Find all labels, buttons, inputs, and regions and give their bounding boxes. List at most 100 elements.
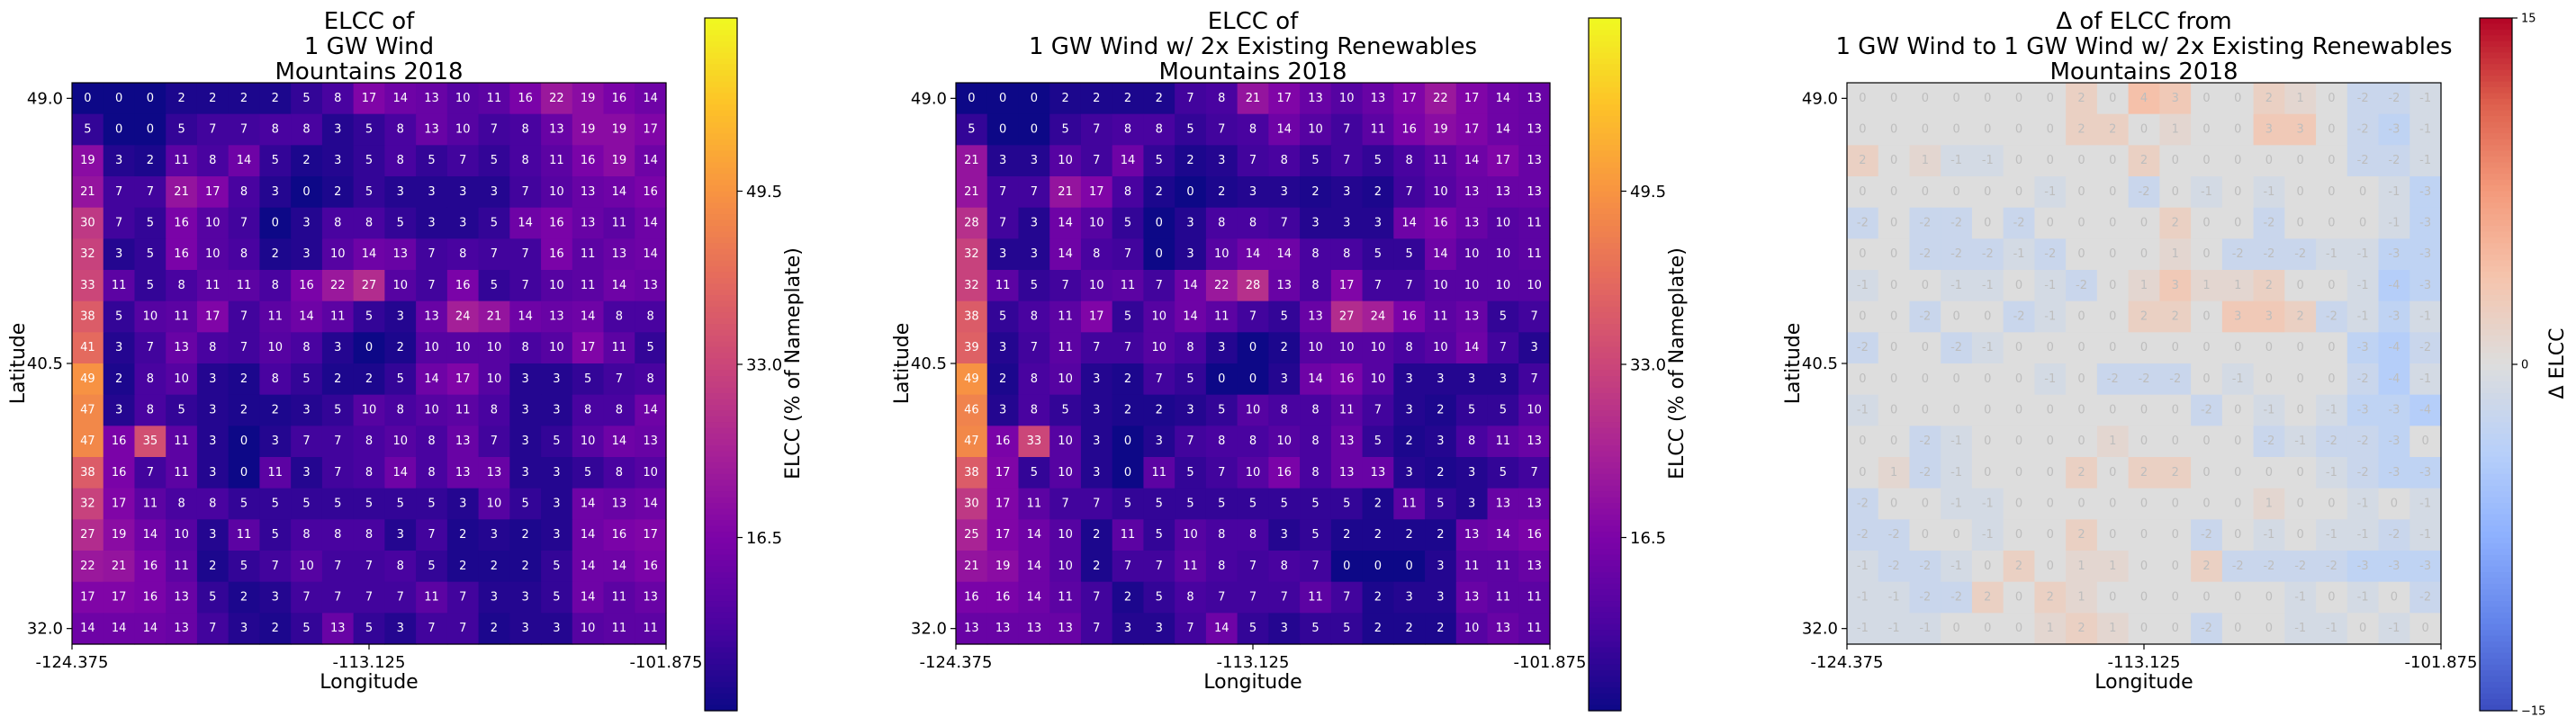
heatmap-cell <box>603 332 635 364</box>
cell-value-label: -2 <box>2419 591 2431 605</box>
colorbar-segment <box>705 532 737 539</box>
colorbar-segment <box>1589 451 1621 458</box>
heatmap-cell <box>2378 270 2410 302</box>
heatmap-cell <box>2253 113 2285 146</box>
cell-value-label: -1 <box>2388 217 2400 230</box>
colorbar-segment <box>705 121 737 129</box>
colorbar-segment <box>1589 300 1621 308</box>
cell-value-label: 19 <box>612 154 627 167</box>
colorbar-segment <box>705 623 737 631</box>
cell-value-label: 2 <box>1124 591 1131 605</box>
heatmap-cell <box>956 83 988 115</box>
cell-value-label: 0 <box>2172 154 2179 167</box>
colorbar-segment <box>705 485 737 492</box>
heatmap-cell <box>384 270 417 302</box>
heatmap-cell <box>228 363 261 396</box>
colorbar-segment <box>2480 162 2512 169</box>
colorbar-segment <box>705 434 737 441</box>
heatmap-cell <box>1455 145 1489 177</box>
cell-value-label: 3 <box>1093 404 1100 417</box>
heatmap-cell <box>603 270 635 302</box>
heatmap-cell <box>321 613 355 645</box>
cell-value-label: 17 <box>643 528 658 542</box>
cell-value-label: 13 <box>1527 497 1542 511</box>
heatmap-cell <box>986 519 1020 551</box>
cell-value-label: 7 <box>1406 185 1413 199</box>
colorbar-segment <box>1589 214 1621 221</box>
colorbar-segment <box>705 491 737 498</box>
cell-value-label: 7 <box>365 591 373 605</box>
heatmap-cell <box>2284 363 2317 396</box>
heatmap-cell <box>1049 332 1082 364</box>
cell-value-label: 8 <box>177 279 185 292</box>
cell-value-label: -2 <box>2044 247 2056 261</box>
heatmap-cell <box>446 457 480 489</box>
cell-value-label: -1 <box>2357 497 2369 511</box>
heatmap-cell <box>2221 519 2255 551</box>
cell-value-label: 3 <box>1437 591 1444 605</box>
colorbar-segment <box>2480 23 2512 31</box>
cell-value-label: 0 <box>1156 217 1163 230</box>
heatmap-cell <box>2221 551 2255 583</box>
colorbar-segment <box>2480 520 2512 527</box>
cell-value-label: 0 <box>2077 217 2085 230</box>
cell-value-label: 2 <box>1984 591 1991 605</box>
heatmap-cell <box>986 363 1020 396</box>
heatmap-cell <box>1175 270 1207 302</box>
heatmap-cell <box>1518 83 1551 115</box>
cell-value-label: 0 <box>2234 435 2241 448</box>
colorbar-segment <box>2480 606 2512 614</box>
cell-value-label: 8 <box>302 341 310 354</box>
cell-value-label: 0 <box>2047 217 2054 230</box>
heatmap-cell <box>1425 426 1457 458</box>
heatmap-cell <box>2346 113 2380 146</box>
colorbar-segment <box>705 456 737 463</box>
cell-value-label: 0 <box>2234 92 2241 105</box>
cell-value-label: 3 <box>397 185 404 199</box>
heatmap-cell <box>1487 551 1519 583</box>
cell-value-label: 3 <box>302 217 310 230</box>
cell-value-label: 3 <box>397 310 404 324</box>
cell-value-label: 2 <box>2077 528 2085 542</box>
colorbar-segment <box>2480 231 2512 238</box>
heatmap-cell <box>2253 83 2285 115</box>
heatmap-cell <box>228 207 261 239</box>
heatmap-cell <box>1971 270 2004 302</box>
cell-value-label: 2 <box>240 591 248 605</box>
heatmap-cell <box>1941 581 1973 614</box>
colorbar-segment <box>705 64 737 71</box>
cell-value-label: 21 <box>80 185 95 199</box>
heatmap-cell <box>2191 176 2223 209</box>
cell-value-label: 3 <box>459 497 466 511</box>
cell-value-label: 2 <box>2140 154 2148 167</box>
cell-value-label: 0 <box>2265 622 2273 635</box>
x-tick-label: -124.375 <box>36 653 109 672</box>
cell-value-label: 8 <box>1249 435 1256 448</box>
heatmap-cell <box>1300 176 1332 209</box>
cell-value-label: 11 <box>612 341 627 354</box>
cell-value-label: -1 <box>2326 528 2337 542</box>
colorbar-segment <box>1589 260 1621 267</box>
cell-value-label: 16 <box>174 247 189 261</box>
cell-value-label: 0 <box>1890 435 1897 448</box>
cell-value-label: 14 <box>1464 341 1480 354</box>
cell-value-label: 0 <box>115 92 122 105</box>
heatmap-cell <box>635 581 667 614</box>
cell-value-label: 5 <box>177 404 185 417</box>
cell-value-label: 0 <box>2109 154 2116 167</box>
heatmap-cell <box>1425 613 1457 645</box>
colorbar-segment <box>1589 560 1621 568</box>
cell-value-label: 7 <box>1031 341 1038 354</box>
heatmap-cell <box>1143 613 1175 645</box>
heatmap-cell <box>1487 488 1519 520</box>
heatmap-cell <box>1300 519 1332 551</box>
heatmap-cell <box>1518 457 1551 489</box>
colorbar-segment <box>2480 532 2512 539</box>
heatmap-cell <box>103 145 136 177</box>
heatmap-cell <box>1080 551 1113 583</box>
heatmap-cell <box>2191 519 2223 551</box>
colorbar-segment <box>1589 346 1621 354</box>
heatmap-cell <box>1971 519 2004 551</box>
colorbar-segment <box>2480 595 2512 602</box>
